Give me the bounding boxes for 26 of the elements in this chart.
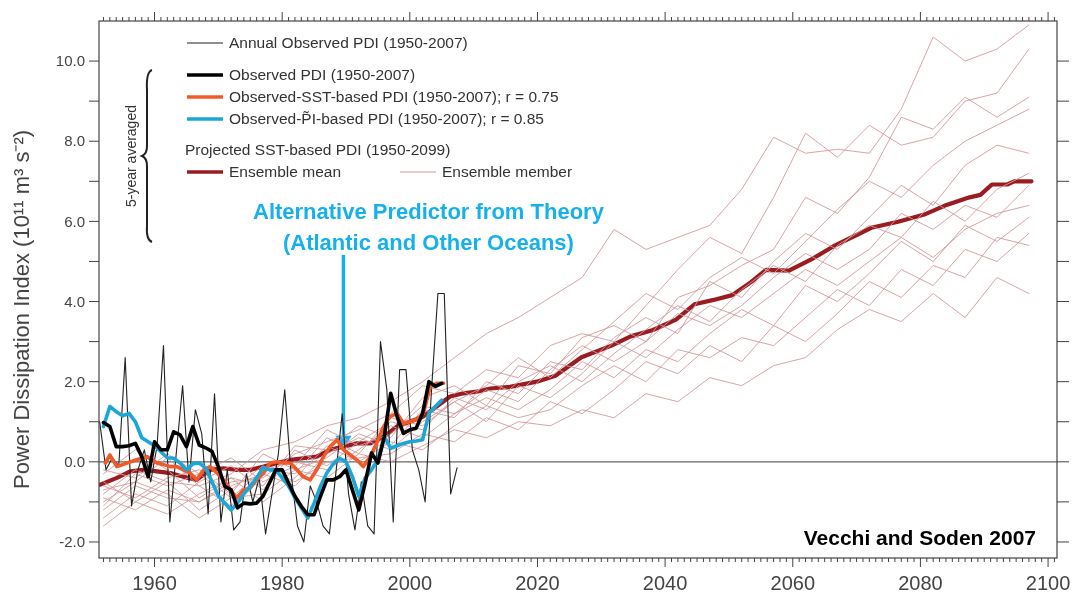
x-tick-label: 2060 [770,572,816,594]
y-axis-title: Power Dissipation Index (10¹¹ m³ s⁻²) [9,129,34,490]
annotation: Projected SST-based PDI (1950-2099) [185,141,451,159]
x-tick-label: 2100 [1025,572,1071,594]
x-tick-label: 1960 [132,572,177,594]
legend-label: Observed-SST-based PDI (1950-2007); r = 0.75 [229,88,559,106]
legend-label: Observed PDI (1950-2007) [229,66,416,84]
legend-label: Ensemble member [442,163,573,181]
x-tick-label: 1980 [259,572,305,594]
x-tick-label: 2080 [898,572,943,594]
annotation: Vecchi and Soden 2007 [803,526,1036,549]
annotation: Alternative Predictor from Theory (Atlantic and Other Oceans) [253,199,605,255]
legend-label: Observed-P̃I-based PDI (1950-2007); r = 0.85 [229,110,544,128]
y-tick-label: 4.0 [64,292,85,310]
y-tick-label: 2.0 [64,372,85,390]
x-tick-label: 2020 [515,572,560,594]
x-tick-label: 2040 [642,572,688,594]
y-tick-label: 6.0 [64,212,85,230]
legend-label: Annual Observed PDI (1950-2007) [229,34,468,52]
y-tick-label: -2.0 [59,533,85,551]
y-tick-label: 8.0 [64,132,85,150]
legend-label: Ensemble mean [229,163,342,181]
annotation: 5-year averaged [123,105,139,207]
y-tick-label: 10.0 [55,52,85,70]
y-tick-label: 0.0 [64,453,85,471]
x-tick-label: 2000 [387,572,433,594]
